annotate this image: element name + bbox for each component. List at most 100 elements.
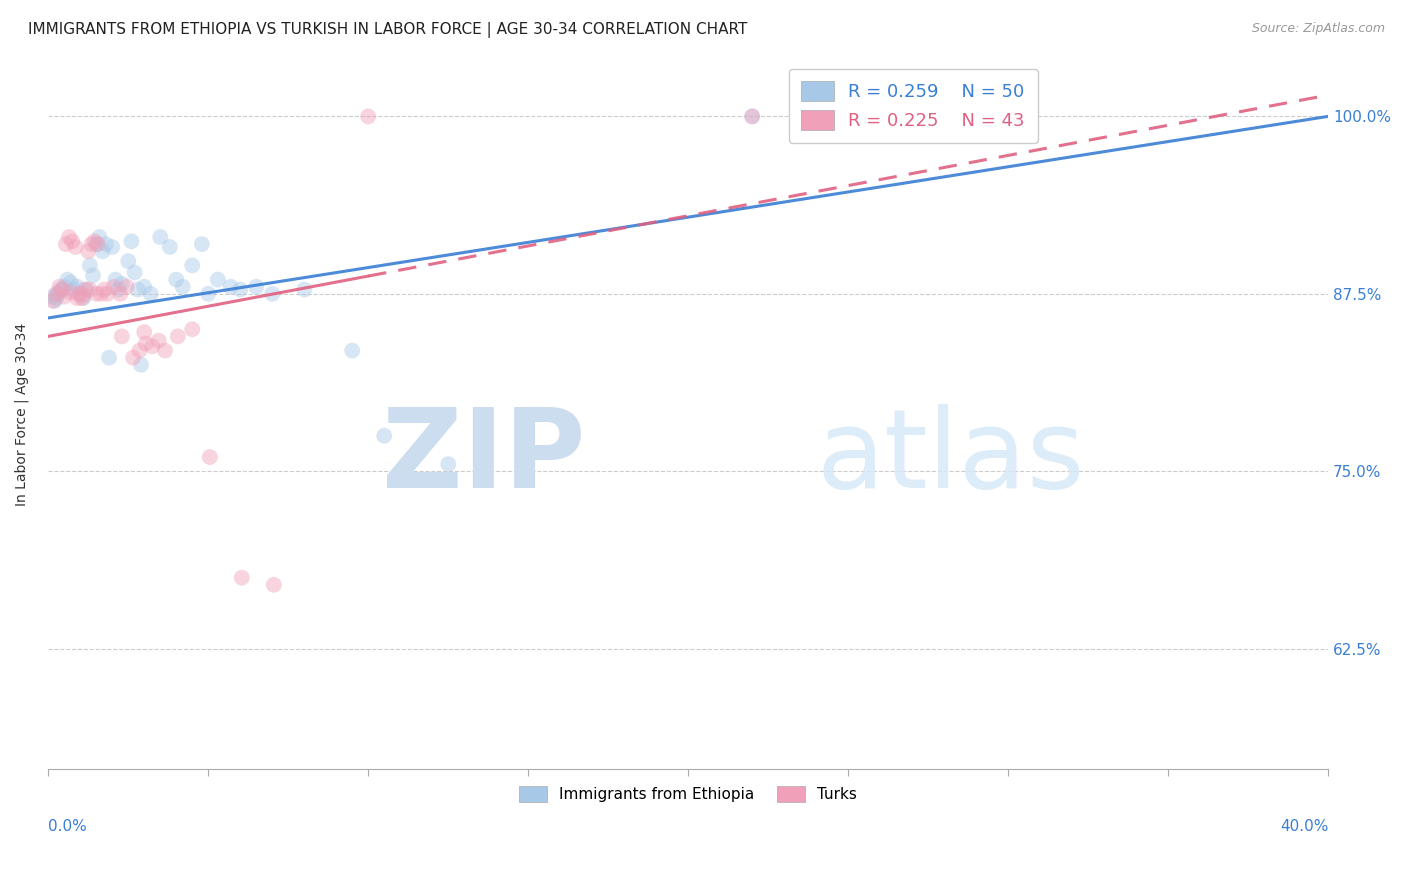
Legend: Immigrants from Ethiopia, Turks: Immigrants from Ethiopia, Turks [510,776,866,812]
Y-axis label: In Labor Force | Age 30-34: In Labor Force | Age 30-34 [15,323,30,506]
Point [741,109,763,123]
Point [69,286,91,301]
Point [53,279,76,293]
Point [89,230,111,244]
Point [120,235,142,249]
Point [165,272,187,286]
Point [63,283,86,297]
Point [141,339,163,353]
Point [65,240,87,254]
Point [181,259,204,273]
Point [107,283,129,297]
Point [60,235,83,249]
Point [231,571,253,585]
Point [181,322,204,336]
Point [149,230,172,244]
Point [117,254,139,268]
Point [73,283,96,297]
Point [373,429,395,443]
Point [49,283,72,297]
Point [72,291,94,305]
Text: 40.0%: 40.0% [1279,819,1329,834]
Text: Source: ZipAtlas.com: Source: ZipAtlas.com [1251,22,1385,36]
Point [134,325,156,339]
Point [72,288,94,302]
Point [124,266,146,280]
Point [94,237,117,252]
Point [79,283,101,297]
Point [197,286,219,301]
Point [44,293,66,308]
Point [42,293,65,308]
Point [96,286,118,301]
Point [263,578,285,592]
Point [84,237,107,252]
Text: IMMIGRANTS FROM ETHIOPIA VS TURKISH IN LABOR FORCE | AGE 30-34 CORRELATION CHART: IMMIGRANTS FROM ETHIOPIA VS TURKISH IN L… [28,22,748,38]
Point [741,109,763,123]
Point [87,237,110,252]
Point [77,244,100,259]
Point [55,237,77,252]
Point [101,240,124,254]
Point [129,358,152,372]
Point [46,286,69,301]
Point [198,450,221,464]
Point [67,286,90,301]
Point [104,272,127,286]
Point [76,283,98,297]
Point [134,279,156,293]
Point [45,286,67,301]
Point [45,291,67,305]
Point [91,244,114,259]
Point [59,285,82,300]
Point [148,334,170,348]
Point [66,279,89,293]
Point [901,109,924,123]
Point [80,237,103,252]
Text: 0.0%: 0.0% [48,819,87,834]
Point [115,279,138,293]
Point [53,290,76,304]
Point [135,336,157,351]
Point [122,351,145,365]
Point [93,283,115,297]
Point [82,268,104,283]
Text: atlas: atlas [817,403,1084,510]
Point [56,272,79,286]
Point [159,240,181,254]
Point [42,290,65,304]
Point [48,279,70,293]
Point [128,343,150,358]
Point [166,329,188,343]
Point [83,235,105,249]
Point [245,279,267,293]
Point [111,329,134,343]
Point [79,259,101,273]
Point [90,286,112,301]
Point [52,283,75,297]
Point [110,286,132,301]
Point [172,279,194,293]
Point [98,351,121,365]
Point [191,237,214,252]
Point [59,276,82,290]
Point [103,279,125,293]
Point [219,279,242,293]
Point [207,272,229,286]
Point [437,457,460,471]
Text: ZIP: ZIP [382,403,586,510]
Point [111,277,134,291]
Point [292,283,315,297]
Point [84,286,107,301]
Point [901,109,924,123]
Point [58,230,80,244]
Point [342,343,364,358]
Point [66,291,89,305]
Point [153,343,176,358]
Point [229,283,252,297]
Point [127,283,149,297]
Point [262,286,284,301]
Point [357,109,380,123]
Point [139,286,162,301]
Point [48,285,70,300]
